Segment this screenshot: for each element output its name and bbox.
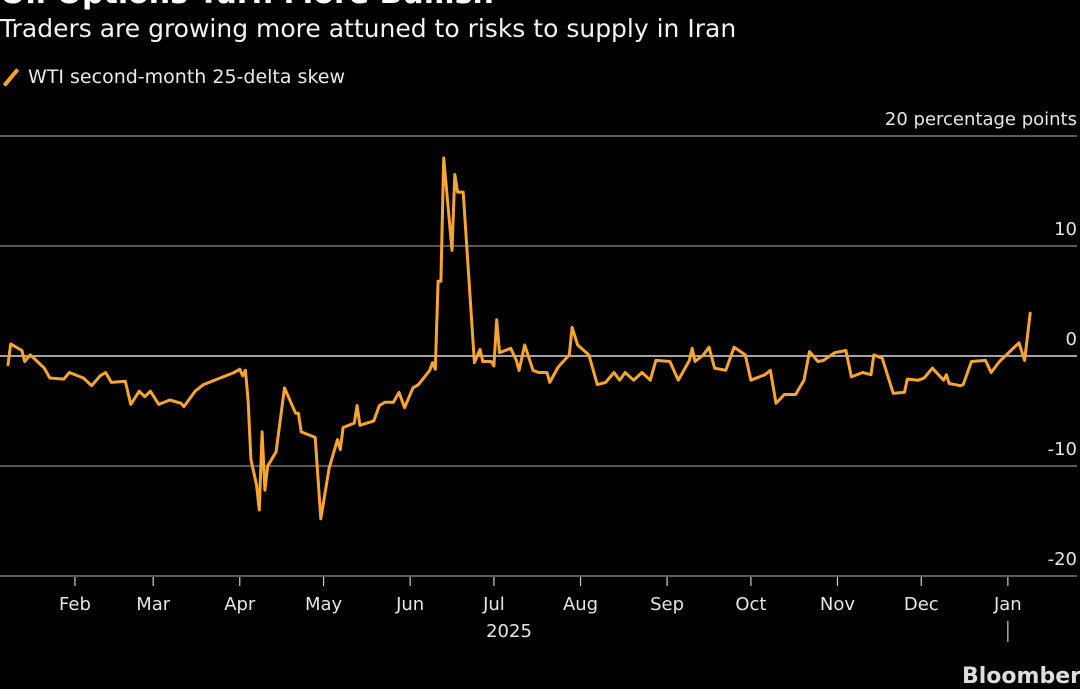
x-tick-label: Jan — [993, 594, 1022, 615]
x-tick-label: Oct — [735, 594, 766, 615]
y-tick-label: -20 — [1048, 549, 1077, 570]
y-tick-label: -10 — [1048, 439, 1077, 460]
x-tick-label: Apr — [224, 594, 256, 615]
x-tick-label: Sep — [650, 594, 684, 615]
x-tick-label: Aug — [563, 594, 598, 615]
y-tick-label: 10 — [1054, 219, 1077, 240]
x-tick-label: Jun — [395, 594, 424, 615]
x-tick-label: Jul — [482, 594, 505, 615]
x-tick-label: May — [305, 594, 343, 615]
series-line-0 — [8, 158, 1030, 519]
x-year-label: 2025 — [486, 621, 532, 642]
x-tick-label: Mar — [136, 594, 171, 615]
source-label: Bloomberg — [962, 664, 1080, 689]
x-tick-label: Nov — [820, 594, 855, 615]
y-tick-label: 20 percentage points — [885, 109, 1077, 130]
chart-canvas: 20 percentage points 10 0 -10 -20 Feb Mar Apr M… — [0, 0, 1080, 675]
y-tick-label: 0 — [1066, 329, 1077, 350]
x-tick-label: Dec — [904, 594, 939, 615]
x-tick-label: Feb — [59, 594, 91, 615]
